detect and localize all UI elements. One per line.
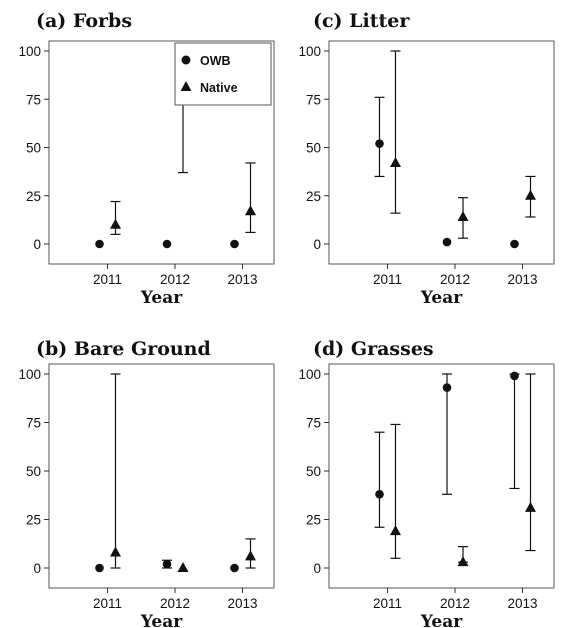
plot-frame: [328, 40, 555, 265]
x-tick-label: 2013: [227, 596, 257, 611]
x-tick-label: 2013: [227, 272, 257, 287]
y-tick-label: 75: [26, 416, 41, 431]
y-tick-label: 50: [26, 464, 41, 479]
legend-box: [174, 42, 272, 106]
data-point-owb: [230, 239, 239, 249]
legend: OWB Native: [174, 42, 272, 106]
x-tick-label: 2011: [93, 596, 122, 611]
panel-title: (a) Forbs: [36, 10, 132, 32]
data-point-owb: [510, 371, 519, 381]
x-axis-title: Year: [420, 612, 463, 628]
data-point-owb: [95, 239, 104, 249]
y-tick-label: 25: [26, 189, 41, 204]
data-point-owb: [510, 239, 519, 249]
panel-2: (c) Litter 0 25 50 75 100 2011 2012 2013 Year: [298, 10, 555, 308]
x-tick-label: 2012: [160, 272, 190, 287]
y-tick-label: 0: [313, 561, 321, 576]
y-tick-label: 0: [33, 561, 41, 576]
data-point-native: [110, 218, 121, 229]
x-tick-label: 2011: [373, 596, 402, 611]
panel-3: (b) Bare Ground 0 25 50 75 100 2011 2012 2013 Yea…: [18, 338, 275, 628]
y-tick-label: 25: [26, 513, 41, 528]
data-point-native: [390, 525, 401, 536]
x-tick-label: 2012: [440, 272, 470, 287]
panel-title: (d) Grasses: [313, 338, 434, 360]
data-point-owb: [162, 559, 172, 569]
y-tick-label: 0: [313, 237, 321, 252]
panel-4: (d) Grasses 0 25 50 75 100 2011 2012 2013 Year: [298, 338, 555, 628]
plot-frame: [48, 363, 275, 589]
x-tick-label: 2013: [507, 596, 537, 611]
legend-marker-circle: [181, 55, 191, 65]
plot-frame: [328, 363, 555, 589]
y-tick-label: 50: [26, 141, 41, 156]
panel-1: (a) Forbs 0 25 50 75 100 2011 2012 2013 Year OWB Na…: [18, 10, 275, 308]
data-point-owb: [162, 239, 172, 249]
y-tick-label: 100: [298, 367, 321, 382]
y-tick-label: 100: [18, 44, 41, 59]
panel-title: (b) Bare Ground: [36, 338, 211, 360]
legend-marker-triangle: [180, 81, 192, 91]
y-tick-label: 100: [18, 367, 41, 382]
data-point-native: [390, 156, 401, 167]
plot-frame: [48, 40, 275, 265]
panel-title: (c) Litter: [313, 10, 410, 32]
x-tick-label: 2011: [373, 272, 402, 287]
data-point-owb: [442, 237, 452, 247]
y-tick-label: 0: [33, 237, 41, 252]
y-tick-label: 75: [306, 92, 321, 107]
y-tick-label: 50: [306, 464, 321, 479]
y-tick-label: 75: [306, 416, 321, 431]
data-point-owb: [375, 489, 384, 499]
legend-label: OWB: [200, 54, 231, 68]
y-tick-label: 25: [306, 513, 321, 528]
data-point-native: [457, 210, 469, 221]
x-tick-label: 2011: [93, 272, 122, 287]
data-point-owb: [230, 563, 239, 573]
legend-label: Native: [200, 81, 238, 95]
data-point-owb: [442, 383, 452, 392]
data-point-native: [525, 189, 536, 200]
x-tick-label: 2012: [440, 596, 470, 611]
data-point-native: [110, 546, 121, 557]
x-tick-label: 2013: [507, 272, 537, 287]
y-tick-label: 25: [306, 189, 321, 204]
data-point-owb: [95, 563, 104, 573]
data-point-owb: [375, 139, 384, 148]
x-axis-title: Year: [140, 612, 183, 628]
data-point-native: [245, 550, 256, 561]
y-tick-label: 75: [26, 92, 41, 107]
y-tick-label: 100: [298, 44, 321, 59]
x-tick-label: 2012: [160, 596, 190, 611]
data-point-native: [177, 562, 189, 572]
x-axis-title: Year: [420, 288, 463, 308]
data-point-native: [525, 501, 536, 512]
data-point-native: [245, 205, 256, 216]
y-tick-label: 50: [306, 141, 321, 156]
data-point-native: [457, 556, 469, 567]
x-axis-title: Year: [140, 288, 183, 308]
